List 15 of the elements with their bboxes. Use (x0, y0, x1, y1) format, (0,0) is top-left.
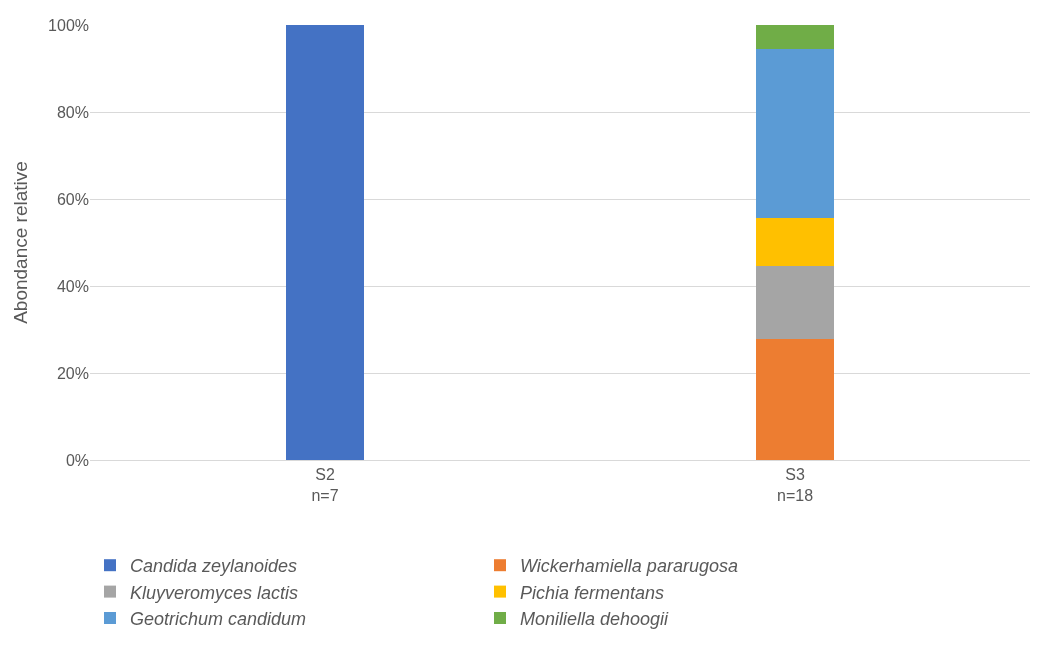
y-tick-label: 40% (56, 277, 89, 295)
y-axis-title: Abondance relative (9, 161, 31, 324)
x-tick-label: S2 n=7 (311, 466, 339, 504)
legend-label: Geotrichum candidum (130, 609, 307, 630)
legend-label: Moniliella dehoogii (520, 609, 670, 630)
y-tick-label: 80% (56, 103, 89, 121)
y-tick-label: 0% (65, 451, 89, 469)
y-tick-label: 100% (48, 16, 89, 34)
legend-label: Kluyveromyces lactis (130, 582, 299, 603)
y-tick-label: 60% (56, 190, 89, 208)
legend-label: Wickerhamiella pararugosa (520, 556, 738, 577)
y-tick-label: 20% (56, 364, 89, 382)
x-tick-label: S3 n=18 (776, 466, 814, 504)
legend-label: Candida zeylanoides (130, 556, 298, 577)
legend-label: Pichia fermentans (520, 582, 665, 603)
